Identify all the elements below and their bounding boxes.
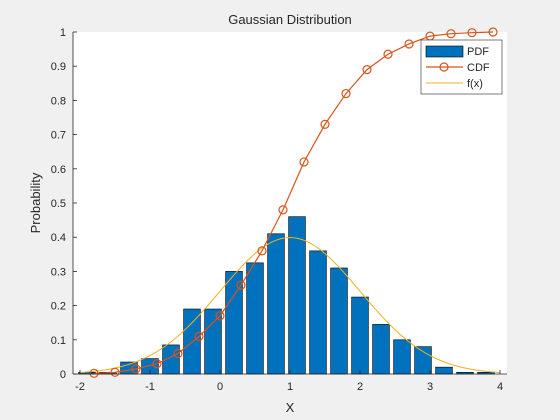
y-axis-label: Probability <box>28 172 43 233</box>
cdf-point <box>404 39 414 49</box>
cdf-point <box>194 331 204 341</box>
chart-title: Gaussian Distribution <box>228 12 352 27</box>
y-tick: 0.3 <box>51 266 77 278</box>
legend-label: CDF <box>467 62 490 74</box>
pdf-bar <box>309 250 327 375</box>
cdf-point <box>110 367 120 377</box>
x-tick-label: 2 <box>357 381 363 393</box>
x-tick: 4 <box>497 370 503 393</box>
y-tick: 0.5 <box>51 198 77 210</box>
legend-label: f(x) <box>467 78 483 90</box>
pdf-bar <box>246 262 264 375</box>
y-tick: 0.1 <box>51 335 77 347</box>
y-tick-label: 0.2 <box>51 301 66 313</box>
y-tick: 0.2 <box>51 301 77 313</box>
y-tick-label: 0 <box>60 369 66 381</box>
cdf-point <box>299 157 309 167</box>
cdf-point <box>320 119 330 129</box>
pdf-bar <box>204 308 222 375</box>
cdf-point <box>362 65 372 75</box>
x-tick: -2 <box>75 370 85 393</box>
x-tick-label: 1 <box>287 381 293 393</box>
cdf-point <box>236 280 246 290</box>
y-tick-label: 0.8 <box>51 95 66 107</box>
y-tick: 0.6 <box>51 164 77 176</box>
x-tick: -1 <box>145 370 155 393</box>
cdf-point <box>173 348 183 359</box>
y-tick-label: 0.1 <box>51 335 66 347</box>
y-tick-label: 0.7 <box>51 130 66 142</box>
fx-curve <box>79 237 501 373</box>
x-tick-label: 3 <box>427 381 433 393</box>
cdf-point <box>131 364 141 374</box>
y-tick: 0.8 <box>51 95 77 107</box>
x-tick-label: 0 <box>217 381 223 393</box>
y-tick-label: 0.5 <box>51 198 66 210</box>
x-axis-label: X <box>286 400 295 415</box>
fx-curve-layer <box>79 237 501 373</box>
y-tick-label: 0.6 <box>51 164 66 176</box>
pdf-bar <box>267 233 285 375</box>
cdf-point <box>257 246 267 256</box>
x-tick: 1 <box>287 370 293 393</box>
cdf-point <box>467 28 477 38</box>
y-tick: 1 <box>60 27 77 39</box>
legend-pdf-swatch <box>425 45 464 58</box>
pdf-bar <box>330 267 348 375</box>
pdf-bar <box>393 339 411 375</box>
cdf-point <box>446 29 456 39</box>
y-tick-label: 1 <box>60 27 66 39</box>
cdf-point <box>383 49 393 59</box>
pdf-bar <box>414 346 432 375</box>
cdf-point <box>215 311 225 321</box>
x-tick-label: 4 <box>497 381 503 393</box>
x-tick-label: -2 <box>75 381 85 393</box>
x-tick: 0 <box>217 370 223 393</box>
y-tick-label: 0.9 <box>51 61 66 73</box>
legend: PDF CDF f(x) <box>420 39 503 95</box>
cdf-point <box>488 27 498 37</box>
y-tick: 0.9 <box>51 61 77 73</box>
y-tick-label: 0.4 <box>51 232 66 244</box>
cdf-point <box>89 368 99 378</box>
cdf-point <box>152 359 162 369</box>
y-tick: 0 <box>60 369 77 381</box>
legend-label: PDF <box>467 46 489 58</box>
pdf-bar <box>435 366 453 375</box>
x-tick-label: -1 <box>145 381 155 393</box>
y-tick-label: 0.3 <box>51 266 66 278</box>
cdf-series <box>89 27 498 378</box>
y-tick: 0.7 <box>51 130 77 142</box>
legend-cdf-marker <box>439 62 449 72</box>
x-tick: 2 <box>357 370 363 393</box>
pdf-bar <box>372 324 390 375</box>
x-tick: 3 <box>427 370 433 393</box>
axes: -2 -1 0 1 2 3 4 0 0.1 0.2 0.3 0.4 0.5 0.6 0.7 0.8 0.9 1 <box>51 27 507 393</box>
cdf-point <box>341 88 351 99</box>
pdf-bar <box>351 296 369 375</box>
cdf-point <box>278 205 288 215</box>
y-tick: 0.4 <box>51 232 77 244</box>
